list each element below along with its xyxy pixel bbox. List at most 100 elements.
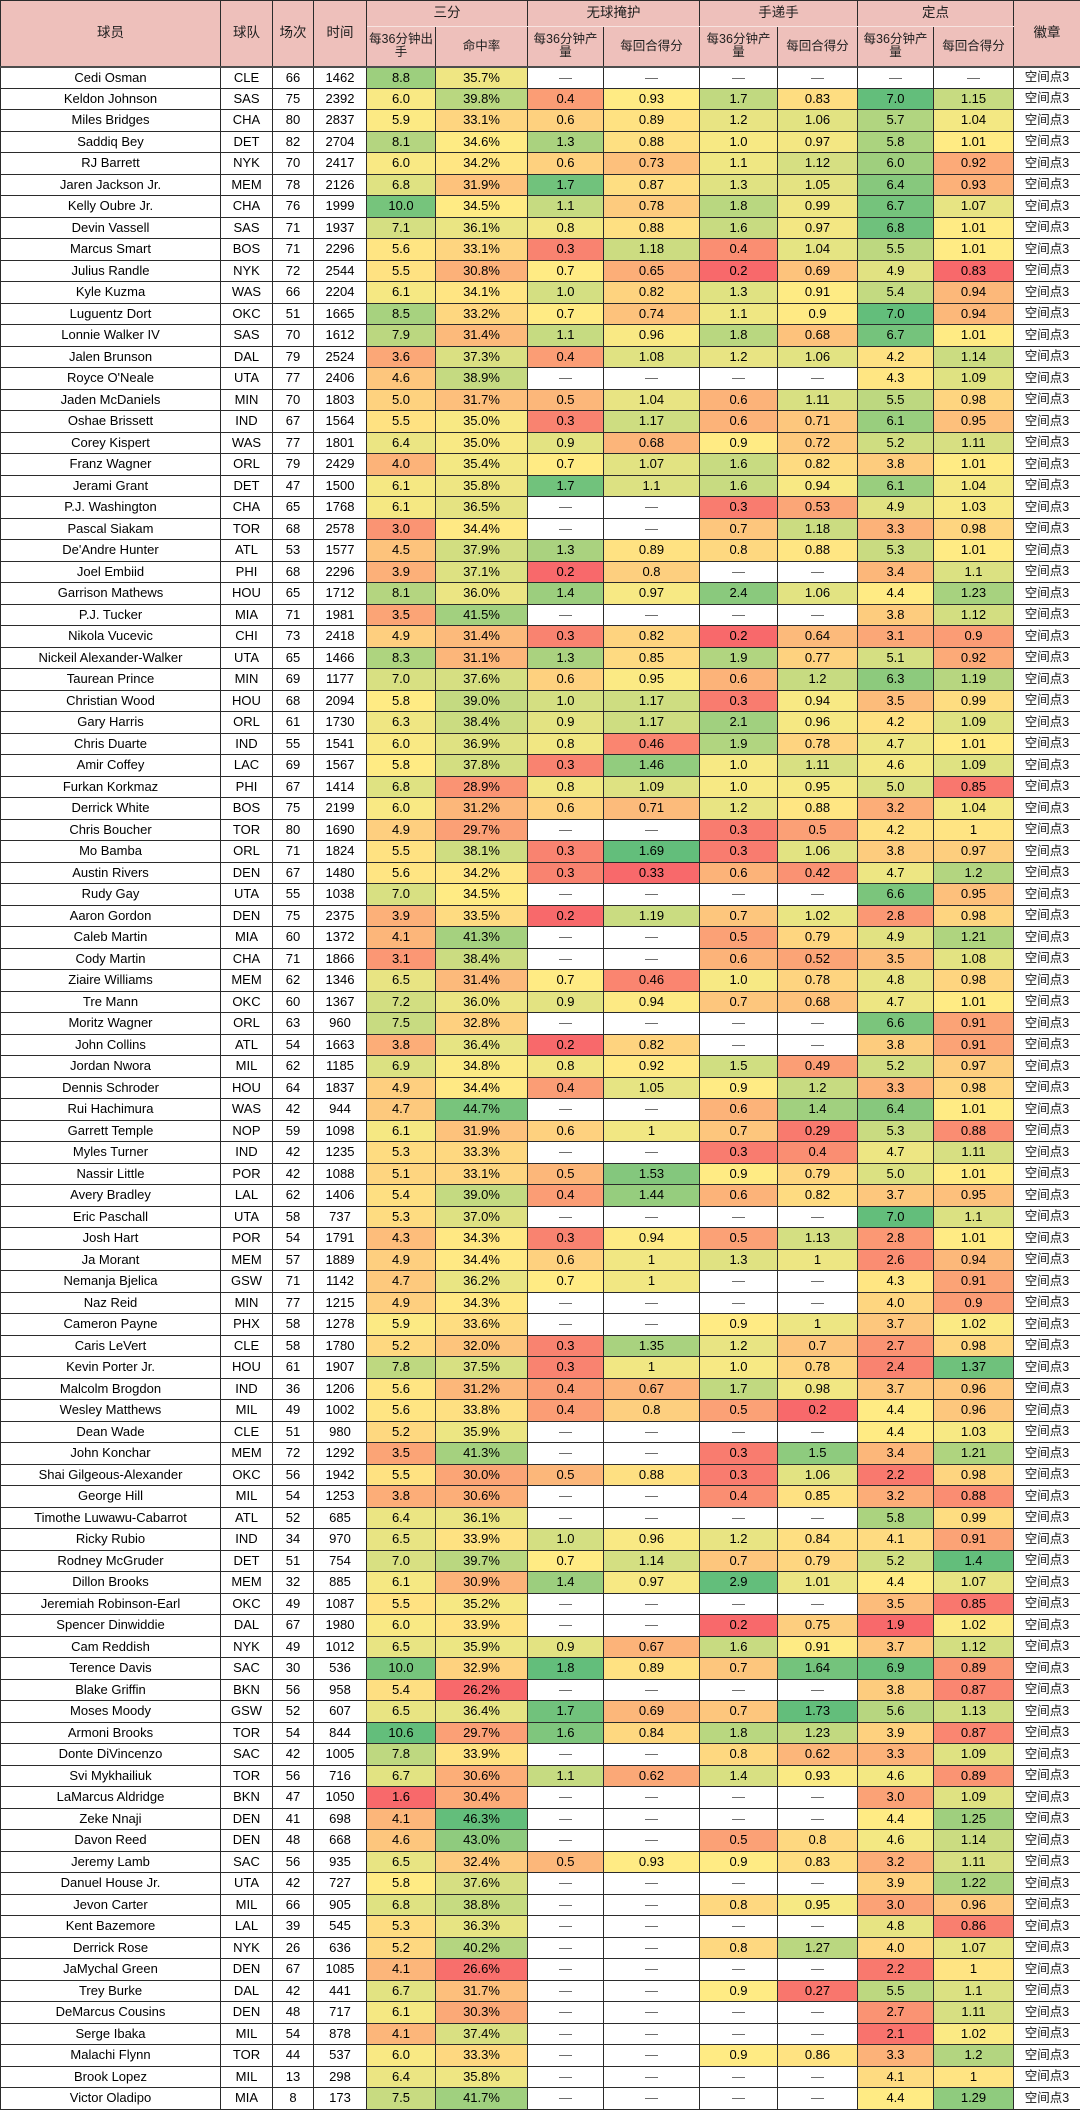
team-cell: OKC: [220, 1463, 273, 1486]
games-cell: 62: [272, 1055, 314, 1078]
handoff-pps-cell: 1.11: [777, 754, 858, 777]
handoff-pps-cell: 0.68: [777, 324, 858, 347]
handoff-pps-cell: 1.27: [777, 1936, 858, 1959]
team-cell: ORL: [220, 453, 273, 476]
handoff-pps-cell: 1: [777, 1313, 858, 1336]
minutes-cell: 1050: [313, 1786, 367, 1809]
offball-pps-cell: —: [603, 1958, 700, 1981]
minutes-cell: 1038: [313, 883, 367, 906]
offball-volume-cell: 1.0: [527, 1528, 604, 1551]
three-point-attempts-cell: 8.3: [366, 646, 436, 669]
handoff-volume-cell: —: [699, 1291, 778, 1314]
badge-cell: 空间点3: [1013, 410, 1080, 433]
three-point-pct-cell: 41.5%: [435, 603, 528, 626]
minutes-cell: 2578: [313, 517, 367, 540]
team-cell: ATL: [220, 539, 273, 562]
three-point-pct-cell: 29.7%: [435, 818, 528, 841]
table-row: LaMarcus Aldridge BKN 47 1050 1.6 30.4% — — — —3.…: [0, 1786, 1080, 1809]
team-cell: CHA: [220, 496, 273, 519]
handoff-pps-cell: 0.97: [777, 216, 858, 239]
spotup-pps-cell: 1.11: [933, 1850, 1014, 1873]
three-point-pct-cell: 32.4%: [435, 1850, 528, 1873]
handoff-volume-cell: 0.5: [699, 1227, 778, 1250]
table-row: Kyle Kuzma WAS 66 2204 6.1 34.1% 1.0 0.82 1.3 0.9…: [0, 281, 1080, 304]
table-row: Nikola Vucevic CHI 73 2418 4.9 31.4% 0.3 0.82 0.…: [0, 625, 1080, 648]
table-row: Blake Griffin BKN 56 958 5.4 26.2% — — — —3.8 0.87…: [0, 1678, 1080, 1701]
handoff-volume-cell: 0.3: [699, 1442, 778, 1465]
handoff-pps-cell: —: [777, 2022, 858, 2045]
badge-cell: 空间点3: [1013, 883, 1080, 906]
offball-volume-cell: 0.2: [527, 904, 604, 927]
games-cell: 48: [272, 1829, 314, 1852]
team-cell: MIL: [220, 2022, 273, 2045]
three-point-pct-cell: 30.4%: [435, 1786, 528, 1809]
minutes-cell: 536: [313, 1657, 367, 1680]
spotup-pps-cell: 0.91: [933, 1270, 1014, 1293]
player-cell: Ja Morant: [0, 1248, 221, 1271]
three-point-attempts-cell: 4.9: [366, 1076, 436, 1099]
three-point-attempts-cell: 6.7: [366, 1764, 436, 1787]
three-point-pct-cell: 38.9%: [435, 367, 528, 390]
handoff-volume-cell: 1.2: [699, 1528, 778, 1551]
spotup-volume-cell: 2.2: [857, 1958, 934, 1981]
spotup-pps-cell: 0.96: [933, 1377, 1014, 1400]
minutes-cell: 2406: [313, 367, 367, 390]
spotup-pps-cell: 1.01: [933, 216, 1014, 239]
three-point-pct-cell: 36.3%: [435, 1915, 528, 1938]
three-point-pct-cell: 34.2%: [435, 152, 528, 175]
minutes-cell: 944: [313, 1098, 367, 1121]
three-point-attempts-cell: 6.9: [366, 1055, 436, 1078]
minutes-cell: 1567: [313, 754, 367, 777]
games-cell: 65: [272, 646, 314, 669]
player-cell: Naz Reid: [0, 1291, 221, 1314]
badge-cell: 空间点3: [1013, 238, 1080, 261]
minutes-cell: 2296: [313, 560, 367, 583]
player-cell: Miles Bridges: [0, 109, 221, 132]
spotup-volume-cell: 3.1: [857, 625, 934, 648]
team-cell: LAL: [220, 1915, 273, 1938]
badge-cell: 空间点3: [1013, 259, 1080, 282]
minutes-cell: 1215: [313, 1291, 367, 1314]
badge-cell: 空间点3: [1013, 1721, 1080, 1744]
offball-volume-cell: —: [527, 1829, 604, 1852]
spotup-volume-cell: 5.1: [857, 646, 934, 669]
three-point-pct-cell: 33.6%: [435, 1313, 528, 1336]
badge-cell: 空间点3: [1013, 1141, 1080, 1164]
three-point-attempts-cell: 6.4: [366, 2065, 436, 2088]
header-spotup-volume-per36: 每36分钟产量: [857, 26, 934, 67]
minutes-cell: 737: [313, 1205, 367, 1228]
offball-volume-cell: —: [527, 1958, 604, 1981]
three-point-pct-cell: 33.3%: [435, 2044, 528, 2067]
spotup-pps-cell: 0.98: [933, 1076, 1014, 1099]
table-row: Miles Bridges CHA 80 2837 5.9 33.1% 0.6 0.89 1.2…: [0, 109, 1080, 132]
handoff-pps-cell: 1.2: [777, 668, 858, 691]
handoff-pps-cell: 0.94: [777, 689, 858, 712]
handoff-volume-cell: 0.9: [699, 431, 778, 454]
handoff-volume-cell: 1.0: [699, 775, 778, 798]
spotup-pps-cell: 0.96: [933, 1893, 1014, 1916]
spotup-volume-cell: 1.9: [857, 1614, 934, 1637]
minutes-cell: 1803: [313, 388, 367, 411]
spotup-volume-cell: 3.0: [857, 1893, 934, 1916]
team-cell: DEN: [220, 1807, 273, 1830]
games-cell: 78: [272, 173, 314, 196]
offball-volume-cell: —: [527, 603, 604, 626]
player-cell: Dillon Brooks: [0, 1571, 221, 1594]
offball-pps-cell: 0.96: [603, 1528, 700, 1551]
team-cell: CHA: [220, 195, 273, 218]
handoff-pps-cell: —: [777, 1205, 858, 1228]
header-spotup-pts-per-poss: 每回合得分: [933, 26, 1014, 67]
offball-volume-cell: 0.9: [527, 711, 604, 734]
offball-pps-cell: —: [603, 1506, 700, 1529]
spotup-pps-cell: 1.09: [933, 1743, 1014, 1766]
team-cell: DEN: [220, 904, 273, 927]
handoff-pps-cell: —: [777, 603, 858, 626]
handoff-volume-cell: 1.2: [699, 1334, 778, 1357]
handoff-volume-cell: 1.9: [699, 646, 778, 669]
offball-pps-cell: —: [603, 603, 700, 626]
spotup-pps-cell: 0.98: [933, 517, 1014, 540]
handoff-volume-cell: 0.8: [699, 539, 778, 562]
three-point-attempts-cell: 6.1: [366, 1119, 436, 1142]
badge-cell: 空间点3: [1013, 797, 1080, 820]
offball-volume-cell: —: [527, 2001, 604, 2024]
